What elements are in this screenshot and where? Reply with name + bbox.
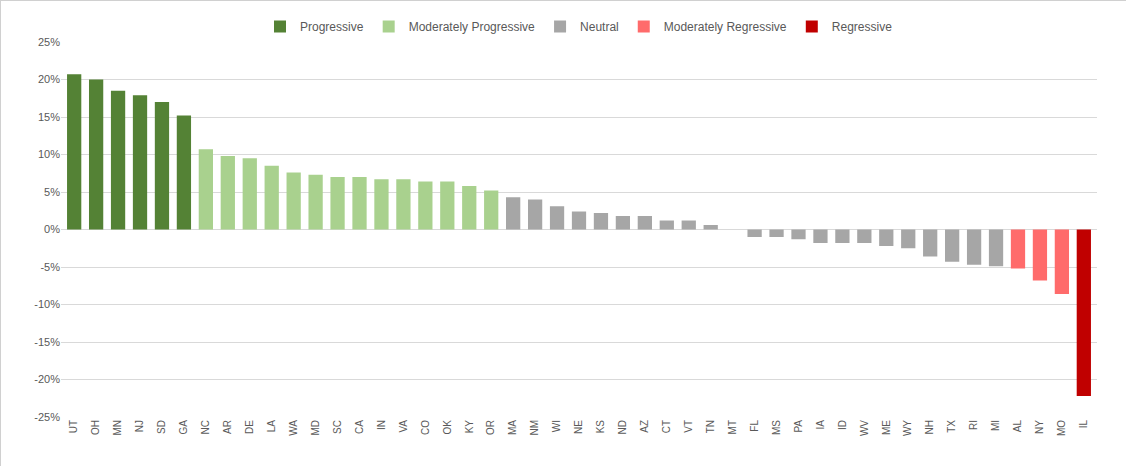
svg-text:CO: CO	[420, 420, 431, 435]
svg-text:MS: MS	[771, 420, 782, 435]
svg-text:LA: LA	[266, 420, 277, 433]
svg-text:DE: DE	[244, 420, 255, 434]
svg-text:AZ: AZ	[639, 420, 650, 433]
svg-text:ME: ME	[881, 420, 892, 435]
svg-text:MT: MT	[727, 420, 738, 434]
svg-text:20%: 20%	[38, 73, 60, 85]
svg-text:WV: WV	[859, 420, 870, 436]
svg-text:OR: OR	[485, 420, 496, 435]
svg-text:-25%: -25%	[34, 411, 60, 423]
svg-text:KS: KS	[595, 420, 606, 434]
svg-text:SC: SC	[332, 420, 343, 434]
svg-text:MI: MI	[990, 420, 1001, 431]
svg-text:SD: SD	[156, 420, 167, 434]
svg-text:MN: MN	[112, 420, 123, 436]
svg-text:ID: ID	[837, 420, 848, 430]
svg-text:UT: UT	[68, 420, 79, 433]
svg-text:10%: 10%	[38, 148, 60, 160]
svg-text:NE: NE	[573, 420, 584, 434]
svg-text:FL: FL	[749, 420, 760, 432]
svg-text:OK: OK	[442, 420, 453, 435]
svg-text:Progressive: Progressive	[300, 20, 364, 34]
svg-text:AL: AL	[1012, 420, 1023, 433]
svg-text:-10%: -10%	[34, 298, 60, 310]
svg-text:CT: CT	[661, 420, 672, 433]
svg-text:0%: 0%	[44, 223, 60, 235]
svg-text:IA: IA	[815, 420, 826, 430]
svg-text:25%: 25%	[38, 36, 60, 48]
svg-text:WY: WY	[902, 420, 913, 436]
svg-text:VA: VA	[398, 420, 409, 433]
svg-text:PA: PA	[793, 420, 804, 433]
svg-text:OH: OH	[90, 420, 101, 435]
svg-text:VT: VT	[683, 420, 694, 433]
svg-text:MO: MO	[1056, 420, 1067, 436]
svg-text:5%: 5%	[44, 186, 60, 198]
svg-text:RI: RI	[968, 420, 979, 430]
svg-text:NC: NC	[200, 420, 211, 434]
svg-text:ND: ND	[617, 420, 628, 434]
svg-text:WI: WI	[551, 420, 562, 432]
svg-text:Moderately Progressive: Moderately Progressive	[409, 20, 535, 34]
svg-text:CA: CA	[354, 420, 365, 434]
svg-text:TN: TN	[705, 420, 716, 433]
svg-text:AR: AR	[222, 420, 233, 434]
svg-text:NM: NM	[529, 420, 540, 436]
svg-text:NY: NY	[1034, 420, 1045, 434]
svg-text:MA: MA	[507, 420, 518, 435]
svg-text:-20%: -20%	[34, 373, 60, 385]
svg-text:IN: IN	[376, 420, 387, 430]
svg-text:NH: NH	[924, 420, 935, 434]
svg-text:NJ: NJ	[134, 420, 145, 432]
svg-text:Regressive: Regressive	[832, 20, 892, 34]
svg-text:15%: 15%	[38, 111, 60, 123]
svg-text:Neutral: Neutral	[580, 20, 619, 34]
svg-text:WA: WA	[288, 420, 299, 436]
svg-text:-15%: -15%	[34, 336, 60, 348]
svg-text:KY: KY	[464, 420, 475, 434]
svg-text:MD: MD	[310, 420, 321, 436]
svg-text:Moderately Regressive: Moderately Regressive	[664, 20, 787, 34]
svg-text:IL: IL	[1078, 420, 1089, 429]
svg-text:TX: TX	[946, 420, 957, 433]
svg-text:GA: GA	[178, 420, 189, 435]
svg-text:-5%: -5%	[40, 261, 60, 273]
